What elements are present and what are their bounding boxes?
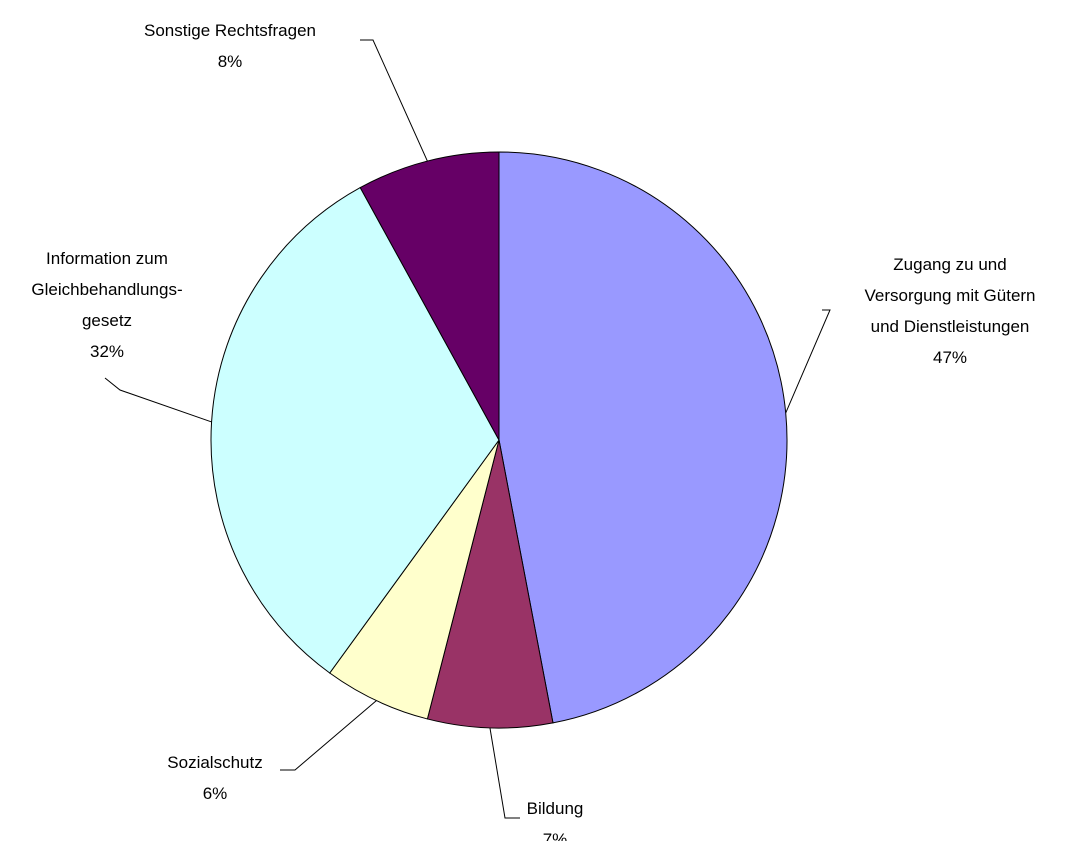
pie-slice bbox=[498, 151, 788, 724]
leader-line bbox=[104, 377, 212, 423]
pie-slice bbox=[426, 439, 554, 729]
slice-label: Sonstige Rechtsfragen bbox=[144, 21, 316, 40]
leader-line bbox=[360, 39, 428, 162]
pie-slice bbox=[210, 186, 500, 674]
value-label: 8% bbox=[218, 52, 243, 71]
slice-label: Information zum Gleichbehandlungs-gesetz bbox=[31, 249, 182, 330]
slice-label: Bildung bbox=[527, 799, 584, 818]
value-label: 47% bbox=[933, 348, 967, 367]
value-label: 32% bbox=[90, 342, 124, 361]
leader-line bbox=[280, 700, 377, 771]
slice-label: Zugang zu und Versorgung mit Gütern und Di… bbox=[864, 255, 1035, 336]
value-label: 7% bbox=[543, 830, 568, 841]
value-label: 6% bbox=[203, 784, 228, 803]
slice-label: Sozialschutz bbox=[167, 753, 262, 772]
pie-slice bbox=[359, 151, 500, 441]
leader-line bbox=[489, 727, 520, 819]
leader-line bbox=[785, 309, 831, 414]
